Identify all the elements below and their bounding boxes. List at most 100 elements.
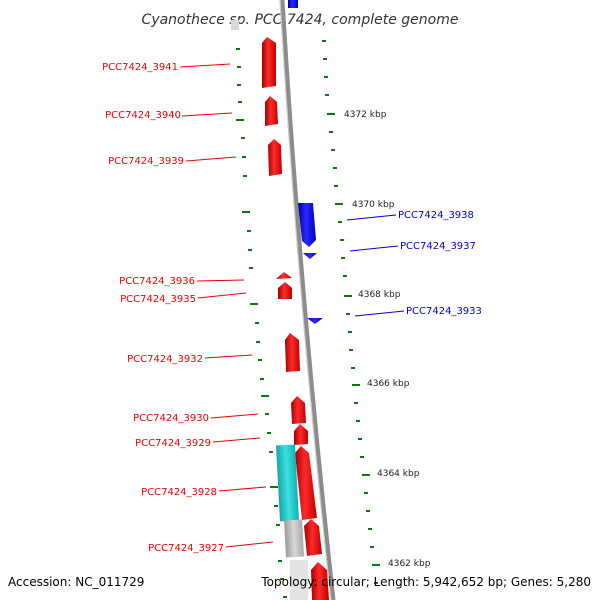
- gene-label-3937[interactable]: PCC7424_3937: [400, 241, 476, 252]
- gene-label-3930[interactable]: PCC7424_3930: [133, 413, 209, 424]
- gene-arrow-3940[interactable]: [265, 96, 278, 126]
- gene-arrow-3936[interactable]: [276, 272, 292, 279]
- gene-label-3940[interactable]: PCC7424_3940: [105, 110, 181, 121]
- outer-tick: [349, 349, 353, 351]
- outer-tick: [356, 420, 360, 422]
- reverse-genes: [298, 203, 323, 324]
- inner-tick: [256, 341, 260, 343]
- inner-tick: [250, 303, 258, 305]
- gene-arrow-3930[interactable]: [291, 396, 306, 424]
- scale-labels: 4372 kbp 4370 kbp 4368 kbp 4366 kbp 4364…: [344, 110, 431, 569]
- outer-tick: [323, 58, 327, 60]
- gene-arrow-3927[interactable]: [304, 519, 322, 556]
- leader-line: [354, 310, 405, 317]
- gene-arrow-3941[interactable]: [262, 37, 276, 88]
- gene-label-3933[interactable]: PCC7424_3933: [406, 306, 482, 317]
- outer-tick: [340, 239, 344, 241]
- gene-label-3929[interactable]: PCC7424_3929: [135, 438, 211, 449]
- inner-tick: [236, 119, 244, 121]
- gene-arrow-3928[interactable]: [295, 446, 317, 520]
- scale-label: 4370 kbp: [352, 200, 395, 210]
- outer-tick: [360, 456, 364, 458]
- gene-arrow-partial-bottom[interactable]: [311, 562, 329, 600]
- genome-backbone-highlight: [279, 0, 332, 600]
- leader-line: [181, 112, 233, 117]
- feature-gray-block[interactable]: [284, 519, 304, 558]
- inner-tick: [276, 524, 280, 526]
- inner-tick: [260, 378, 264, 380]
- gene-arrow-3929[interactable]: [294, 424, 308, 445]
- inner-tick: [241, 137, 245, 139]
- map-title: Cyanothece sp. PCC 7424, complete genome: [142, 12, 459, 28]
- outer-tick: [324, 76, 328, 78]
- outer-tick: [364, 492, 368, 494]
- other-features: [276, 444, 308, 600]
- inner-tick: [258, 359, 262, 361]
- gene-label-3936[interactable]: PCC7424_3936: [119, 276, 195, 287]
- leader-line: [196, 279, 245, 282]
- outer-tick: [352, 384, 360, 386]
- inner-tick: [283, 596, 287, 598]
- gene-arrow-3938[interactable]: [298, 203, 316, 247]
- gene-label-3938[interactable]: PCC7424_3938: [398, 210, 474, 221]
- gene-arrow-3935[interactable]: [278, 282, 292, 299]
- outer-tick: [343, 275, 347, 277]
- inner-tick: [278, 560, 282, 562]
- genome-backbone: [279, 0, 336, 600]
- inner-tick: [242, 211, 250, 213]
- inner-tick: [237, 84, 241, 86]
- gene-arrow-3939[interactable]: [268, 139, 282, 176]
- gene-label-3927[interactable]: PCC7424_3927: [148, 543, 224, 554]
- inner-tick: [255, 322, 259, 324]
- scale-label: 4364 kbp: [377, 469, 420, 479]
- scale-label: 4372 kbp: [344, 110, 387, 120]
- leader-line: [218, 486, 267, 492]
- leader-line: [225, 541, 274, 548]
- leader-line: [204, 354, 253, 359]
- outer-tick: [354, 402, 358, 404]
- gene-arrow-3937[interactable]: [303, 253, 317, 259]
- outer-tick: [341, 257, 345, 259]
- inner-tick: [274, 505, 278, 507]
- inner-tick: [249, 267, 253, 269]
- gene-arrow-3932[interactable]: [285, 333, 300, 372]
- outer-tick: [366, 510, 370, 512]
- inner-tick: [243, 175, 247, 177]
- accession-text: Accession: NC_011729: [8, 575, 144, 589]
- scale-label: 4362 kbp: [388, 559, 431, 569]
- outer-tick: [327, 113, 335, 115]
- gene-label-3935[interactable]: PCC7424_3935: [120, 294, 196, 305]
- outer-tick: [322, 40, 326, 42]
- outer-tick: [370, 546, 374, 548]
- gene-arrow-3933[interactable]: [307, 318, 323, 324]
- feature-blue-partial-top: [288, 0, 298, 8]
- inner-tick: [247, 230, 251, 232]
- outer-tick: [344, 295, 352, 297]
- outer-tick: [362, 474, 370, 476]
- outer-tick: [333, 167, 337, 169]
- gene-label-3928[interactable]: PCC7424_3928: [141, 487, 217, 498]
- feature-gray-block-bottom[interactable]: [290, 560, 308, 600]
- feature-cyan-block[interactable]: [276, 444, 299, 522]
- leader-line: [346, 214, 397, 221]
- outer-tick: [329, 131, 333, 133]
- inner-tick: [269, 451, 273, 453]
- scale-label: 4366 kbp: [367, 379, 410, 389]
- inner-tick: [261, 395, 269, 397]
- gene-label-3939[interactable]: PCC7424_3939: [108, 156, 184, 167]
- leader-line: [197, 292, 247, 299]
- forward-genes: [262, 37, 329, 600]
- leader-line: [349, 245, 399, 252]
- inner-tick: [242, 156, 246, 158]
- gene-label-3932[interactable]: PCC7424_3932: [127, 354, 203, 365]
- leader-line: [210, 413, 259, 419]
- genome-summary-text: Topology: circular; Length: 5,942,652 bp…: [260, 575, 591, 589]
- outer-tick: [351, 367, 355, 369]
- inner-tick: [270, 486, 278, 488]
- outer-tick: [338, 221, 342, 223]
- inner-tick: [265, 413, 269, 415]
- leader-line: [212, 437, 261, 443]
- leader-line: [179, 63, 231, 68]
- gene-label-3941[interactable]: PCC7424_3941: [102, 62, 178, 73]
